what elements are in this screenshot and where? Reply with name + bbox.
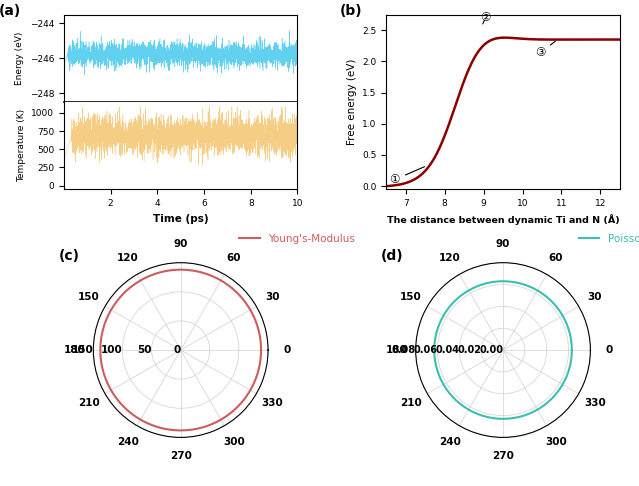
- Text: 0.06: 0.06: [413, 345, 438, 355]
- Text: (a): (a): [0, 4, 20, 18]
- Text: 150: 150: [72, 345, 93, 355]
- Text: 0.02: 0.02: [457, 345, 481, 355]
- Text: 50: 50: [137, 345, 151, 355]
- Text: 0: 0: [173, 345, 181, 355]
- Text: (d): (d): [381, 249, 403, 263]
- Y-axis label: Temperature (K): Temperature (K): [17, 109, 26, 182]
- Text: 100: 100: [101, 345, 123, 355]
- Text: ①: ①: [390, 167, 424, 186]
- Text: 0.00: 0.00: [479, 345, 503, 355]
- X-axis label: The distance between dynamic Ti and N (Å): The distance between dynamic Ti and N (Å…: [387, 213, 619, 225]
- Y-axis label: Energy (eV): Energy (eV): [15, 32, 24, 85]
- Legend: Young's-Modulus: Young's-Modulus: [235, 229, 359, 248]
- Text: ②: ②: [481, 12, 491, 24]
- Text: (b): (b): [339, 4, 362, 18]
- X-axis label: Time (ps): Time (ps): [153, 213, 208, 224]
- Text: 0.08: 0.08: [392, 345, 416, 355]
- Text: (c): (c): [58, 249, 79, 263]
- Y-axis label: Free energy (eV): Free energy (eV): [346, 59, 357, 145]
- Text: ③: ③: [535, 41, 555, 59]
- Text: 0.04: 0.04: [435, 345, 459, 355]
- Legend: Poisson's-Ratio: Poisson's-Ratio: [574, 229, 639, 248]
